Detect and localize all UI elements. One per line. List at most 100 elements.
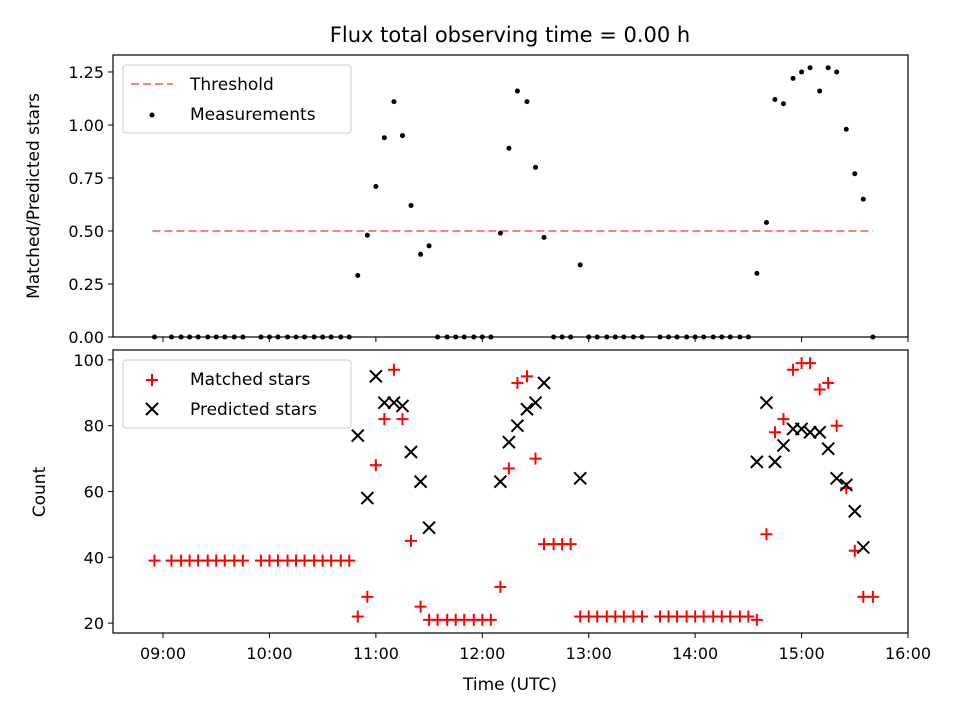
measurement-point xyxy=(860,196,866,202)
matched-star-point xyxy=(813,383,826,396)
x-tick-label: 09:00 xyxy=(140,644,186,663)
predicted-star-point xyxy=(510,418,525,433)
matched-star-point xyxy=(804,357,817,370)
top-legend-box xyxy=(122,64,352,134)
measurement-point xyxy=(807,65,813,71)
matched-star-point xyxy=(777,413,790,426)
bottom-y-tick-label: 80 xyxy=(84,417,104,436)
top-y-tick-label: 1.25 xyxy=(68,63,104,82)
predicted-star-point xyxy=(520,402,534,416)
measurement-point xyxy=(834,69,840,75)
predicted-star-point xyxy=(377,395,392,410)
measurement-point xyxy=(364,232,370,238)
x-tick-label: 15:00 xyxy=(779,644,825,663)
matched-star-point xyxy=(529,452,542,465)
predicted-star-point xyxy=(829,471,844,486)
measurement-point xyxy=(391,99,397,105)
top-x-ticks xyxy=(162,337,909,342)
matched-star-point xyxy=(564,538,577,551)
predicted-star-point xyxy=(537,376,551,390)
measurement-point xyxy=(408,203,414,209)
predicted-star-point xyxy=(839,478,853,492)
predicted-star-point xyxy=(369,369,383,384)
legend-measurements-label: Measurements xyxy=(190,105,316,125)
x-tick-label: 16:00 xyxy=(885,644,931,663)
matched-star-point xyxy=(148,554,161,567)
matched-star-point xyxy=(787,363,800,376)
matched-star-point xyxy=(396,413,409,426)
matched-star-point xyxy=(361,590,374,603)
matched-star-point xyxy=(351,610,364,623)
x-axis-label: Time (UTC) xyxy=(462,675,557,695)
measurement-point xyxy=(381,135,387,141)
measurement-point xyxy=(817,88,823,94)
bottom-y-ticks: 20 40 60 80 100 xyxy=(73,351,113,633)
matched-star-point xyxy=(866,590,879,603)
matched-star-point xyxy=(484,613,497,626)
bottom-y-tick-label: 60 xyxy=(84,483,104,502)
bottom-legend: Matched stars Predicted stars xyxy=(122,359,352,429)
legend-predicted-swatch xyxy=(145,402,159,416)
matched-star-point xyxy=(760,528,773,541)
measurement-point xyxy=(772,97,778,103)
predicted-star-point xyxy=(422,520,436,535)
measurement-point xyxy=(524,99,530,105)
predicted-star-point xyxy=(750,455,764,469)
x-tick-label: 10:00 xyxy=(246,644,292,663)
matched-star-point xyxy=(830,419,843,432)
top-y-tick-label: 0.50 xyxy=(68,222,104,241)
measurement-point xyxy=(418,251,424,257)
measurement-point xyxy=(506,145,512,151)
matched-star-point xyxy=(378,413,391,426)
predicted-star-point xyxy=(502,435,516,449)
matched-star-point xyxy=(822,376,835,389)
predicted-star-point xyxy=(395,399,410,413)
matched-star-point xyxy=(236,554,249,567)
top-y-tick-label: 0.25 xyxy=(68,275,104,294)
matched-star-point xyxy=(343,554,356,567)
predicted-star-point xyxy=(759,395,774,410)
matched-star-point xyxy=(768,426,781,439)
measurement-point xyxy=(780,101,786,107)
matched-star-point xyxy=(511,376,524,389)
bottom-y-tick-label: 40 xyxy=(84,548,104,567)
matched-star-point xyxy=(750,613,763,626)
predicted-star-point xyxy=(493,474,508,489)
measurement-point xyxy=(852,171,858,177)
legend-measurements-swatch xyxy=(149,112,155,118)
matched-star-point xyxy=(520,370,533,383)
measurement-point xyxy=(754,270,760,276)
measurement-point xyxy=(497,230,503,236)
measurement-point xyxy=(399,133,405,139)
legend-predicted-label: Predicted stars xyxy=(190,400,317,420)
bottom-y-tick-label: 20 xyxy=(84,614,104,633)
predicted-star-point xyxy=(848,504,862,518)
predicted-star-point xyxy=(573,471,587,486)
bottom-legend-box xyxy=(122,359,352,429)
x-tick-label: 11:00 xyxy=(353,644,399,663)
predicted-star-point xyxy=(821,442,835,456)
top-y-tick-label: 1.00 xyxy=(68,116,104,135)
measurement-point xyxy=(763,220,769,226)
legend-matched-label: Matched stars xyxy=(190,370,310,390)
x-tick-label: 14:00 xyxy=(672,644,718,663)
predicted-star-point xyxy=(812,425,827,439)
matched-star-point xyxy=(494,580,507,593)
bottom-plot-area xyxy=(148,357,879,626)
matched-star-point xyxy=(414,600,427,613)
predicted-star-point xyxy=(776,438,791,453)
predicted-star-point xyxy=(803,425,817,439)
predicted-star-point xyxy=(856,540,871,555)
measurement-point xyxy=(541,234,547,240)
predicted-star-point xyxy=(413,474,428,489)
top-y-tick-label: 0.75 xyxy=(68,169,104,188)
predicted-star-point xyxy=(794,422,809,436)
matched-star-point xyxy=(387,363,400,376)
predicted-star-point xyxy=(528,395,543,410)
bottom-x-ticks: 09:00 10:00 11:00 12:00 13:00 14:00 15:00 16:00 xyxy=(140,633,931,663)
measurement-point xyxy=(577,262,583,268)
measurement-point xyxy=(533,164,539,170)
bottom-y-tick-label: 100 xyxy=(73,351,104,370)
predicted-star-point xyxy=(768,455,782,469)
measurement-point xyxy=(790,75,796,81)
